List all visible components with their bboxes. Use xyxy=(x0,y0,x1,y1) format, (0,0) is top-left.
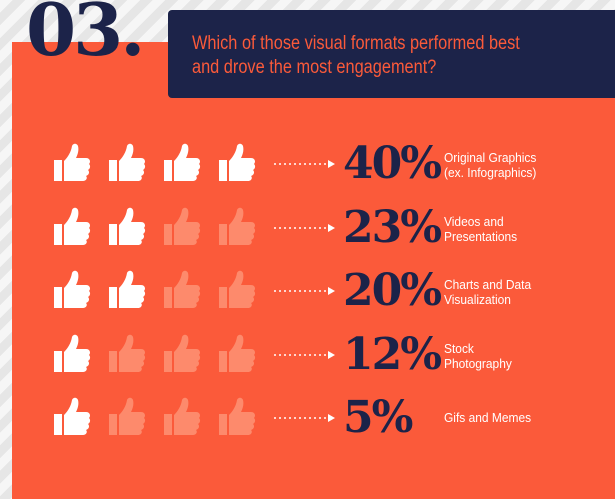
thumbs-up-icon xyxy=(215,332,259,376)
dotted-arrow-icon xyxy=(273,349,337,361)
thumbs-up-icon xyxy=(215,141,259,185)
thumbs-up-icon xyxy=(160,141,204,185)
percentage-value: 12% xyxy=(343,329,442,380)
percentage-value: 20% xyxy=(343,265,442,316)
format-label: Original Graphics (ex. Infographics) xyxy=(444,150,591,180)
thumbs-up-icon xyxy=(105,205,149,249)
result-row: 5% Gifs and Memes xyxy=(0,390,615,446)
result-row: 23% Videos and Presentations xyxy=(0,200,615,256)
thumbs-up-icon xyxy=(50,141,94,185)
thumbs-up-icon xyxy=(160,205,204,249)
question-line-2: and drove the most engagement? xyxy=(192,57,437,78)
thumbs-up-icon xyxy=(50,332,94,376)
result-row: 12% Stock Photography xyxy=(0,327,615,383)
format-label-line-2: Visualization xyxy=(444,292,511,307)
format-label-line-2: Presentations xyxy=(444,229,518,244)
question-box: Which of those visual formats performed … xyxy=(168,10,615,98)
thumbs-up-icon xyxy=(215,268,259,312)
format-label: Gifs and Memes xyxy=(444,410,591,425)
result-row: 20% Charts and Data Visualization xyxy=(0,263,615,319)
format-label-line-2: (ex. Infographics) xyxy=(444,165,537,180)
percentage-value: 23% xyxy=(343,202,442,253)
result-row: 40% Original Graphics (ex. Infographics) xyxy=(0,136,615,192)
thumbs-up-icon xyxy=(50,205,94,249)
thumbs-up-icon xyxy=(215,205,259,249)
thumbs-up-icon xyxy=(215,395,259,439)
format-label-line-1: Stock xyxy=(444,341,474,356)
format-label-line-1: Original Graphics xyxy=(444,150,537,165)
thumbs-up-icon xyxy=(105,395,149,439)
dotted-arrow-icon xyxy=(273,158,337,170)
dotted-arrow-icon xyxy=(273,222,337,234)
thumbs-up-icon xyxy=(160,268,204,312)
format-label: Stock Photography xyxy=(444,341,591,371)
format-label-line-1: Charts and Data xyxy=(444,277,532,292)
question-line-1: Which of those visual formats performed … xyxy=(192,33,520,54)
dotted-arrow-icon xyxy=(273,412,337,424)
format-label-line-1: Gifs and Memes xyxy=(444,410,532,425)
percentage-value: 5% xyxy=(343,392,413,443)
dotted-arrow-icon xyxy=(273,285,337,297)
question-text: Which of those visual formats performed … xyxy=(192,32,536,80)
format-label: Videos and Presentations xyxy=(444,214,591,244)
format-label: Charts and Data Visualization xyxy=(444,277,591,307)
format-label-line-1: Videos and xyxy=(444,214,504,229)
thumbs-up-icon xyxy=(160,332,204,376)
thumbs-up-icon xyxy=(105,332,149,376)
section-number: 03. xyxy=(26,0,145,72)
thumbs-up-icon xyxy=(105,141,149,185)
thumbs-up-icon xyxy=(105,268,149,312)
thumbs-up-icon xyxy=(50,268,94,312)
format-label-line-2: Photography xyxy=(444,356,512,371)
thumbs-up-icon xyxy=(160,395,204,439)
percentage-value: 40% xyxy=(343,138,442,189)
thumbs-up-icon xyxy=(50,395,94,439)
